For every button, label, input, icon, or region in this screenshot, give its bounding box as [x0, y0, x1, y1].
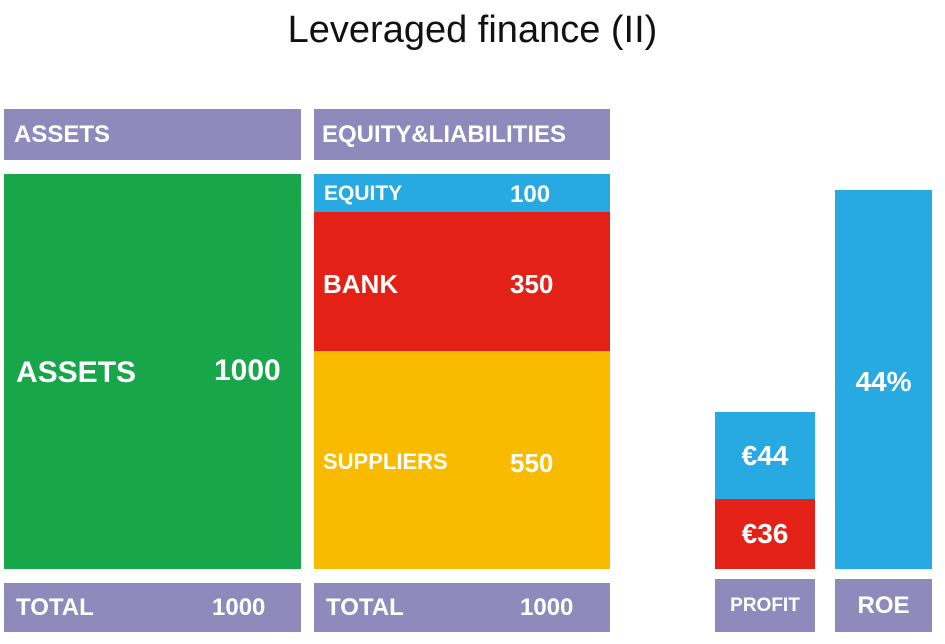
profit-upper-value: €44	[741, 439, 789, 471]
roe-label: ROE	[857, 591, 910, 619]
equity-value: 100	[510, 181, 551, 208]
suppliers-value: 550	[510, 448, 554, 478]
assets-block-label: ASSETS	[16, 356, 137, 389]
equity-liabilities-total-label: TOTAL	[326, 593, 404, 621]
assets-total-label: TOTAL	[16, 593, 94, 621]
roe-block: 44%	[835, 190, 932, 569]
assets-header: ASSETS	[4, 109, 301, 160]
roe-value: 44%	[855, 366, 912, 397]
equity-liabilities-total-value: 1000	[520, 593, 574, 621]
assets-total-bar: TOTAL 1000	[4, 583, 301, 632]
equity-liabilities-total-bar: TOTAL 1000	[314, 583, 610, 632]
profit-upper-block: €44	[715, 412, 815, 499]
profit-label: PROFIT	[730, 594, 800, 616]
profit-lower-value: €36	[741, 518, 789, 549]
bank-block: BANK 350	[314, 212, 610, 351]
suppliers-label: SUPPLIERS	[323, 449, 448, 474]
equity-label: EQUITY	[324, 182, 403, 205]
assets-total-value: 1000	[212, 593, 266, 621]
page-title: Leveraged finance (II)	[287, 9, 658, 51]
profit-label-bar: PROFIT	[715, 579, 815, 632]
profit-lower-block: €36	[715, 499, 815, 569]
equity-block: EQUITY 100	[314, 174, 610, 212]
assets-block: ASSETS 1000	[4, 174, 301, 569]
assets-header-label: ASSETS	[14, 120, 111, 148]
roe-label-bar: ROE	[835, 579, 932, 632]
equity-liabilities-header-label: EQUITY&LIABILITIES	[322, 120, 567, 148]
equity-liabilities-header: EQUITY&LIABILITIES	[314, 109, 610, 160]
assets-block-value: 1000	[214, 354, 281, 387]
suppliers-block: SUPPLIERS 550	[314, 351, 610, 569]
bank-label: BANK	[323, 269, 399, 299]
bank-value: 350	[510, 269, 554, 299]
